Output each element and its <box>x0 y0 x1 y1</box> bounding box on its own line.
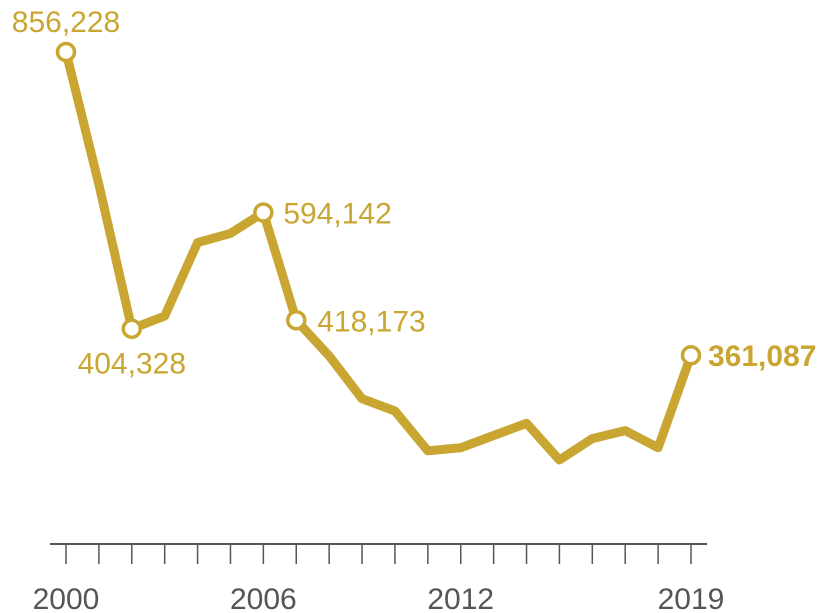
data-label-2007: 418,173 <box>317 305 425 338</box>
annotation-markers <box>55 41 702 366</box>
x-tick-label-2: 2012 <box>427 583 494 613</box>
data-point-marker-2006 <box>253 202 274 223</box>
x-axis: 2000 2006 2012 2019 <box>33 543 725 613</box>
data-point-marker-2007 <box>286 310 307 331</box>
x-tick-label-3: 2019 <box>658 583 725 613</box>
x-tick-label-1: 2006 <box>230 583 297 613</box>
data-label-2002: 404,328 <box>78 348 186 381</box>
annotation-labels: 856,228 404,328 594,142 418,173 361,087 <box>12 6 817 381</box>
data-label-2019: 361,087 <box>708 340 816 373</box>
x-tick-label-0: 2000 <box>33 583 100 613</box>
data-label-2000: 856,228 <box>12 6 120 39</box>
data-label-2006: 594,142 <box>283 198 391 231</box>
data-point-marker-2000 <box>55 41 77 63</box>
series-line <box>61 47 696 465</box>
data-point-marker-2019 <box>680 344 702 366</box>
data-point-marker-2002 <box>121 318 143 339</box>
series-line-group <box>61 47 696 465</box>
